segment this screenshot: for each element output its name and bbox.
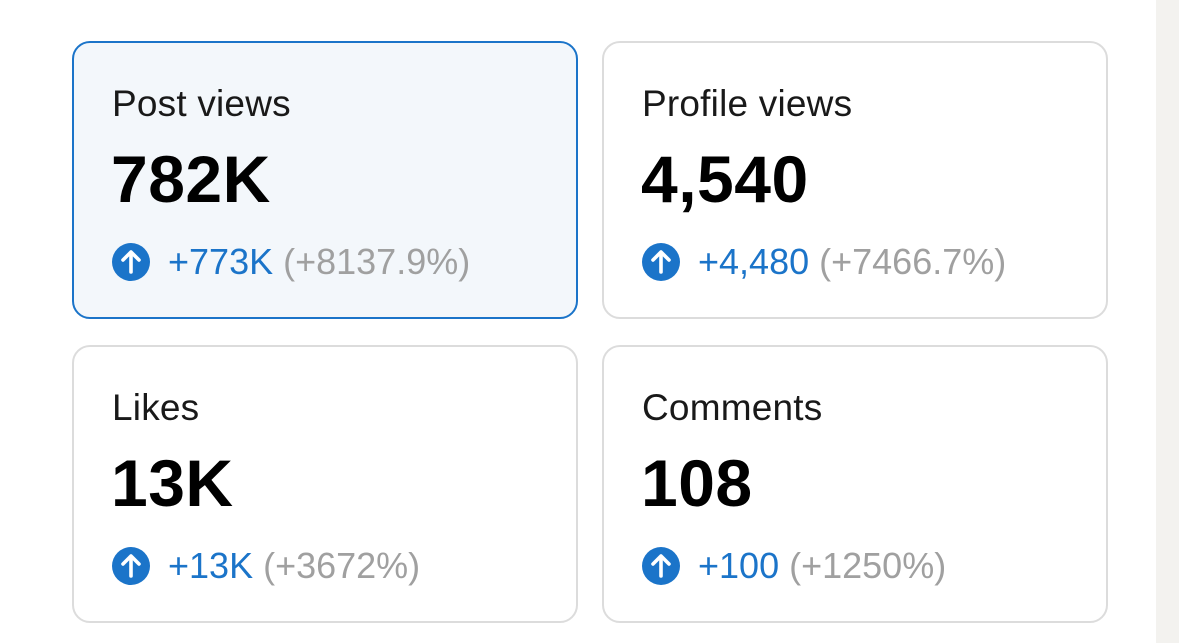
- metric-change: +13K (+3672%): [112, 545, 420, 587]
- metric-delta: +100: [698, 545, 780, 586]
- metric-percent: (+1250%): [789, 545, 947, 586]
- metric-percent: (+7466.7%): [819, 241, 1007, 282]
- metric-value: 782K: [111, 142, 271, 216]
- arrow-up-circle-icon: [642, 243, 680, 281]
- metric-card-comments[interactable]: Comments 108 +100 (+1250%): [602, 345, 1108, 623]
- metric-label: Comments: [642, 387, 823, 428]
- metric-change: +100 (+1250%): [642, 545, 946, 587]
- metric-change: +773K (+8137.9%): [112, 241, 470, 283]
- metric-percent: (+3672%): [263, 545, 421, 586]
- metric-delta: +13K: [168, 545, 254, 586]
- metric-change: +4,480 (+7466.7%): [642, 241, 1006, 283]
- metric-delta: +773K: [168, 241, 274, 282]
- metric-card-likes[interactable]: Likes 13K +13K (+3672%): [72, 345, 578, 623]
- metric-value: 13K: [111, 446, 234, 520]
- metric-label: Post views: [112, 83, 291, 124]
- arrow-up-circle-icon: [112, 243, 150, 281]
- metric-percent: (+8137.9%): [283, 241, 471, 282]
- metric-card-profile-views[interactable]: Profile views 4,540 +4,480 (+7466.7%): [602, 41, 1108, 319]
- metric-card-post-views[interactable]: Post views 782K +773K (+8137.9%): [72, 41, 578, 319]
- metric-value: 108: [641, 446, 753, 520]
- metric-delta: +4,480: [698, 241, 810, 282]
- metric-label: Profile views: [642, 83, 853, 124]
- metric-label: Likes: [112, 387, 200, 428]
- arrow-up-circle-icon: [112, 547, 150, 585]
- arrow-up-circle-icon: [642, 547, 680, 585]
- metric-value: 4,540: [641, 142, 809, 216]
